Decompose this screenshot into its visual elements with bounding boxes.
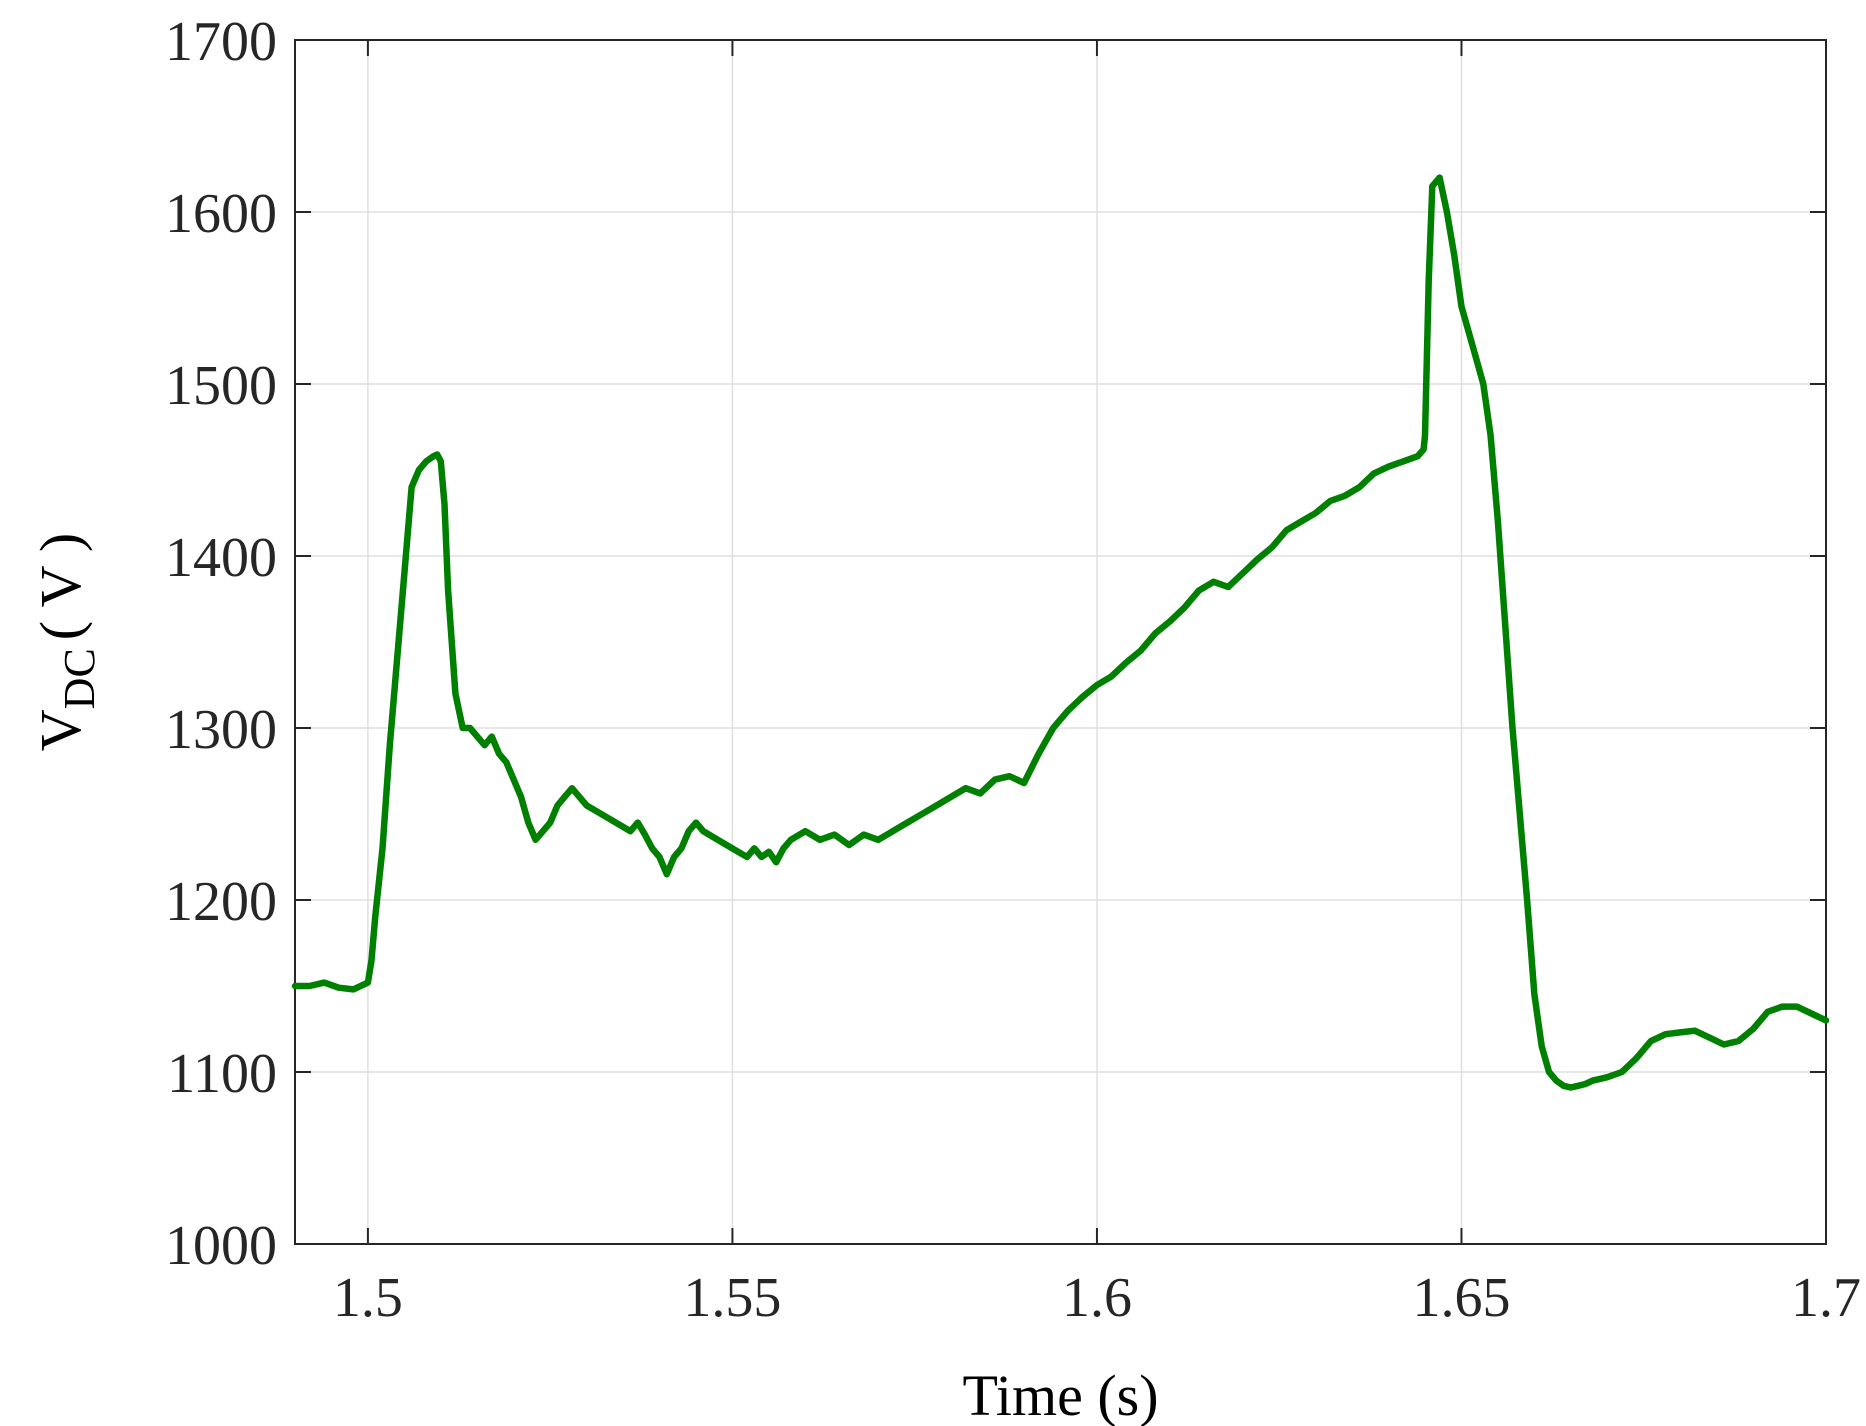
x-tick-labels: 1.5 1.55 1.6 1.65 1.7 [333,1267,1861,1329]
series-line-vdc [291,174,1830,1091]
x-tick-label: 1.55 [683,1267,781,1329]
y-tick-label: 1300 [165,699,277,761]
y-axis-label: VDC ( V ) [28,533,104,751]
y-tick-label: 1700 [165,11,277,73]
gridlines [295,39,1827,1245]
y-tick-label: 1000 [165,1215,277,1277]
y-axis-label-main: V [28,709,93,751]
y-axis-label-unit: ( V ) [28,533,93,640]
y-axis-label-subscript: DC [55,648,104,709]
y-tick-label: 1200 [165,871,277,933]
y-tick-label: 1600 [165,183,277,245]
x-axis-label: Time (s) [962,1363,1158,1426]
plot-frame [294,39,1827,1245]
x-tick-label: 1.5 [333,1267,403,1329]
x-tick-label: 1.65 [1412,1267,1510,1329]
tick-marks [295,39,1827,1245]
y-tick-labels: 1000 1100 1200 1300 1400 1500 1600 1700 [165,11,277,1277]
y-tick-label: 1500 [165,355,277,417]
x-tick-label: 1.6 [1062,1267,1132,1329]
y-tick-label: 1100 [167,1043,277,1105]
y-tick-label: 1400 [165,527,277,589]
x-tick-label: 1.7 [1791,1267,1861,1329]
